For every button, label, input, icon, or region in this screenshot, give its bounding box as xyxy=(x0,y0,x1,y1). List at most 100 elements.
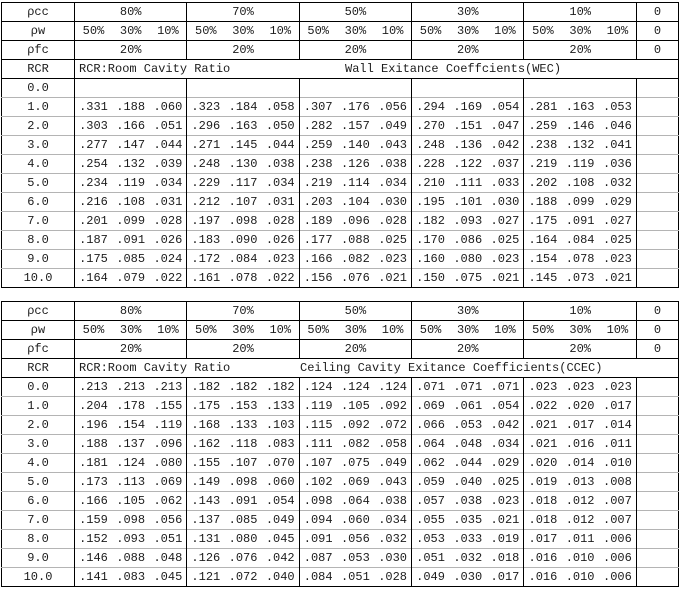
coefficient-cell: .133 xyxy=(261,396,300,416)
coefficient-cell: .270 xyxy=(411,116,450,136)
coefficient-cell: .098 xyxy=(224,211,262,231)
coefficient-cell: .294 xyxy=(411,97,450,117)
coefficient-cell: .157 xyxy=(336,116,375,136)
coefficient-cell: .087 xyxy=(298,548,337,568)
pw-zero: 0 xyxy=(636,320,679,340)
table-row: 0.0.213.213.213.182.182.182.124.124.124.… xyxy=(1,377,679,397)
coefficient-cell: .021 xyxy=(598,268,637,288)
pw-value: 10% xyxy=(486,320,524,340)
coefficient-cell: .057 xyxy=(411,491,450,511)
coefficient-cell: .137 xyxy=(111,434,150,454)
coefficient-cell: .043 xyxy=(374,472,412,492)
coefficient-cell: .019 xyxy=(486,529,524,549)
coefficient-cell: .022 xyxy=(149,268,187,288)
coefficient-cell: .103 xyxy=(261,415,300,435)
coefficient-cell xyxy=(112,79,149,98)
coefficient-cell: .133 xyxy=(224,415,262,435)
coefficient-cell: .049 xyxy=(261,510,300,530)
coefficient-cell: .038 xyxy=(449,491,487,511)
coefficient-cell: .023 xyxy=(598,249,637,269)
coefficient-cell: .101 xyxy=(449,192,487,212)
coefficient-cell: .092 xyxy=(336,415,375,435)
coefficient-cell xyxy=(411,78,450,98)
caption-row: RCR RCR:Room Cavity Ratio Wall Exitance … xyxy=(1,59,679,79)
pw-value: 50% xyxy=(411,21,450,41)
coefficient-cell: .149 xyxy=(186,472,225,492)
pfc-label: ρfc xyxy=(1,40,75,60)
coefficient-cell: .090 xyxy=(224,230,262,250)
coefficient-cell: .021 xyxy=(523,415,562,435)
empty-cell xyxy=(636,548,679,568)
table-row: 7.0.201.099.028.197.098.028.189.096.028.… xyxy=(1,211,679,231)
table-row: 6.0.166.105.062.143.091.054.098.064.038.… xyxy=(1,491,679,511)
coefficient-cell: .085 xyxy=(111,249,150,269)
table-row: 5.0.234.119.034.229.117.034.219.114.034.… xyxy=(1,173,679,193)
table-row: 8.0.187.091.026.183.090.026.177.088.025.… xyxy=(1,230,679,250)
coefficient-cell: .213 xyxy=(73,377,112,397)
coefficient-cell: .124 xyxy=(111,453,150,473)
pw-value: 30% xyxy=(111,21,150,41)
coefficient-cell: .076 xyxy=(336,268,375,288)
coefficient-cell: .064 xyxy=(411,434,450,454)
empty-cell xyxy=(636,491,679,511)
table-row: 2.0.196.154.119.168.133.103.115.092.072.… xyxy=(1,415,679,435)
coefficient-cell: .098 xyxy=(111,510,150,530)
coefficient-cell: .079 xyxy=(111,268,150,288)
coefficient-cell: .107 xyxy=(298,453,337,473)
pw-value: 30% xyxy=(449,320,487,340)
coefficient-cell: .023 xyxy=(523,377,562,397)
pfc-value: 20% xyxy=(298,40,412,60)
rcr-value: 2.0 xyxy=(1,116,75,136)
pw-value: 50% xyxy=(298,21,337,41)
coefficient-cell: .062 xyxy=(149,491,187,511)
coefficient-cell: .164 xyxy=(523,230,562,250)
pw-row: ρw 50% 30% 10% 50% 30% 10% 50% 30% 10% 5… xyxy=(1,320,679,340)
coefficient-cell: .034 xyxy=(486,434,524,454)
pfc-row: ρfc 20% 20% 20% 20% 20% 0 xyxy=(1,40,679,60)
coefficient-cell: .140 xyxy=(336,135,375,155)
coefficient-cell: .099 xyxy=(561,192,599,212)
coefficient-cell: .020 xyxy=(523,453,562,473)
table-row: 4.0.254.132.039.248.130.038.238.126.038.… xyxy=(1,154,679,174)
coefficient-cell: .018 xyxy=(486,548,524,568)
pw-value: 10% xyxy=(261,320,300,340)
coefficient-cell: .056 xyxy=(149,510,187,530)
coefficient-cell: .012 xyxy=(561,510,599,530)
pcc-row: ρcc 80% 70% 50% 30% 10% 0 xyxy=(1,301,679,321)
coefficient-cell: .091 xyxy=(561,211,599,231)
empty-cell xyxy=(636,472,679,492)
empty-cell xyxy=(636,78,679,98)
coefficient-cell: .124 xyxy=(378,380,407,394)
coefficient-cell: .056 xyxy=(374,97,412,117)
coefficient-cell: .054 xyxy=(486,396,524,416)
table-row: 4.0.181.124.080.155.107.070.107.075.049.… xyxy=(1,453,679,473)
coefficient-cell: .058 xyxy=(261,97,300,117)
coefficient-cell: .093 xyxy=(449,211,487,231)
coefficient-cell: .072 xyxy=(374,415,412,435)
coefficient-cell: .023 xyxy=(374,249,412,269)
coefficient-cell: .028 xyxy=(261,211,300,231)
coefficient-cell: .021 xyxy=(523,434,562,454)
rcr-value: 0.0 xyxy=(1,78,75,98)
rcr-caption: RCR:Room Cavity Ratio xyxy=(79,361,231,375)
coefficient-cell: .030 xyxy=(374,548,412,568)
coefficient-cell: .161 xyxy=(186,268,225,288)
coefficient-cell: .029 xyxy=(598,192,637,212)
coefficient-cell: .159 xyxy=(73,510,112,530)
coefficient-cell: .038 xyxy=(374,491,412,511)
coefficient-cell: .154 xyxy=(111,415,150,435)
coefficient-cell: .043 xyxy=(374,135,412,155)
coefficient-cell: .030 xyxy=(486,192,524,212)
coefficient-cell: .156 xyxy=(298,268,337,288)
pcc-value-10: 10% xyxy=(523,2,637,22)
coefficient-cell: .034 xyxy=(374,510,412,530)
coefficient-cell: .188 xyxy=(73,434,112,454)
coefficient-cell: .007 xyxy=(598,491,637,511)
pw-label: ρw xyxy=(1,320,75,340)
pw-label: ρw xyxy=(1,21,75,41)
coefficient-cell: .228 xyxy=(411,154,450,174)
coefficient-cell xyxy=(374,79,411,98)
coefficient-cell: .010 xyxy=(598,453,637,473)
coefficient-cell: .196 xyxy=(73,415,112,435)
coefficient-cell: .021 xyxy=(374,268,412,288)
